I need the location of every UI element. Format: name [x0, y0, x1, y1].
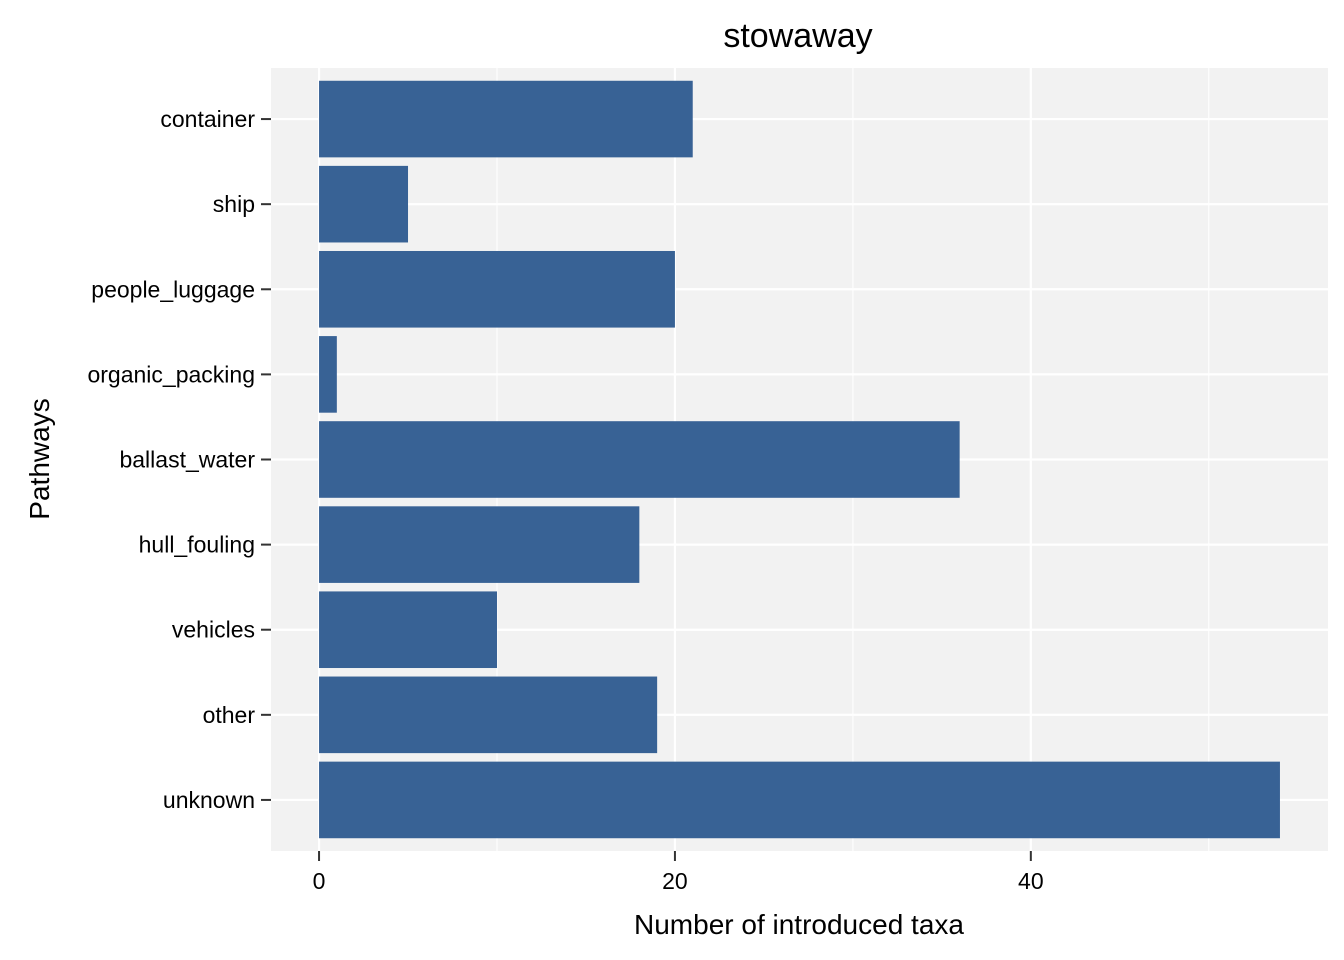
- y-tick-label: vehicles: [172, 617, 255, 643]
- bar-vehicles: [319, 591, 497, 669]
- chart-title: stowaway: [723, 17, 872, 55]
- y-tick-label: organic_packing: [87, 361, 255, 387]
- bars: [319, 80, 1280, 839]
- bar-ship: [319, 165, 409, 243]
- bar-unknown: [319, 761, 1280, 839]
- bar-ballast-water: [319, 421, 960, 498]
- bar-people-luggage: [319, 250, 675, 328]
- y-tick-label: hull_fouling: [139, 532, 255, 558]
- x-axis-title: Number of introduced taxa: [634, 909, 964, 940]
- y-tick-label: container: [160, 106, 255, 132]
- bar-container: [319, 80, 693, 158]
- bar-organic-packing: [319, 336, 337, 413]
- bar-hull-fouling: [319, 506, 640, 583]
- y-axis-title: Pathways: [24, 398, 55, 519]
- x-tick-label: 0: [313, 868, 326, 894]
- y-tick-label: unknown: [163, 787, 255, 813]
- y-tick-label: ballast_water: [119, 447, 255, 473]
- bar-other: [319, 676, 658, 754]
- y-tick-label: ship: [213, 191, 255, 217]
- x-tick-label: 40: [1018, 868, 1044, 894]
- y-tick-label: people_luggage: [91, 276, 255, 302]
- y-tick-label: other: [203, 702, 256, 728]
- axes: container ship people_luggage organic_packi…: [87, 106, 1043, 894]
- x-tick-label: 20: [662, 868, 688, 894]
